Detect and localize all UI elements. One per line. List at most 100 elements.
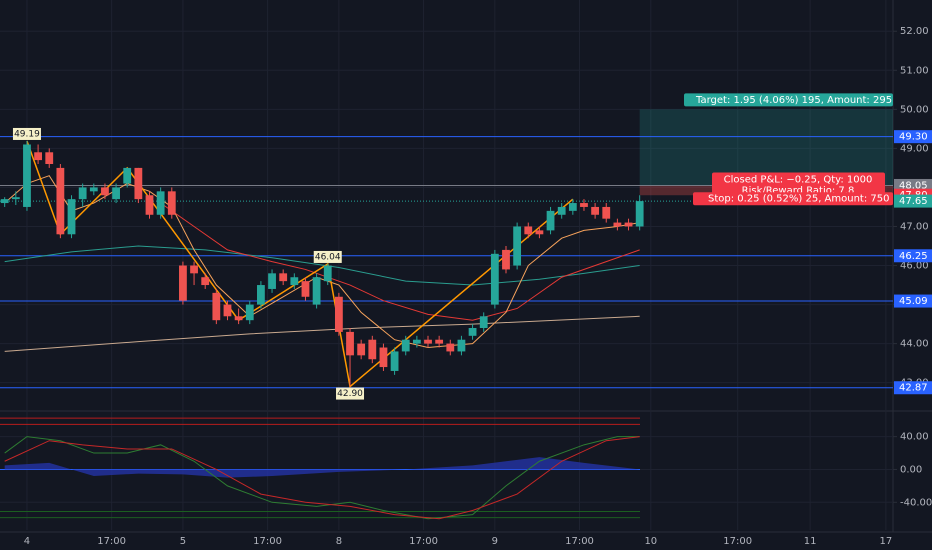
price-axis-label-box [894, 294, 932, 308]
price-axis-label: 48.05 [899, 180, 928, 191]
x-tick-label: 4 [24, 536, 30, 547]
candle-body [580, 203, 588, 207]
candle-body [602, 206, 611, 219]
candle-body [67, 199, 76, 235]
candle-body [23, 144, 31, 207]
candle-body [167, 191, 176, 215]
candle-body [112, 187, 120, 200]
candle-body [0, 199, 9, 204]
candle-body [279, 273, 288, 282]
candle-body [301, 281, 310, 297]
price-axis-label-box [894, 178, 932, 192]
pivot-label-box [336, 387, 365, 400]
x-tick-label: 17:00 [97, 536, 126, 547]
price-axis-label-box [894, 249, 932, 263]
y-tick-label: 51.00 [900, 65, 929, 76]
x-tick-label: 17:00 [723, 536, 752, 547]
candle-body [591, 206, 600, 215]
candle-body [334, 296, 343, 332]
x-tick-label: 10 [644, 536, 657, 547]
price-axis-label: 45.09 [899, 296, 928, 307]
candle-body [323, 265, 332, 282]
pivot-label-box [12, 127, 41, 140]
y-tick-label: 52.00 [900, 26, 929, 37]
x-tick-label: 11 [804, 536, 817, 547]
y-tick-label: -40.00 [900, 497, 932, 508]
y-tick-label: 50.00 [900, 104, 929, 115]
candle-body [613, 222, 622, 227]
candle-body [312, 277, 321, 305]
candle-body [368, 339, 377, 360]
y-tick-label: 44.00 [900, 339, 929, 350]
candle-body [101, 187, 109, 196]
y-tick-label: 47.00 [900, 221, 929, 232]
indicator-line [4, 245, 640, 286]
x-tick-label: 5 [180, 536, 186, 547]
candle-body [201, 277, 210, 286]
candle-body [479, 316, 488, 328]
candle-body [457, 339, 466, 352]
price-axis-label: 42.87 [899, 383, 928, 394]
y-tick-label: 49.00 [900, 143, 929, 154]
price-axis-label-box [894, 130, 932, 144]
candle-body [535, 230, 544, 235]
oscillator-line [4, 436, 640, 520]
candle-body [546, 210, 555, 231]
stop-label-box [693, 192, 893, 206]
candle-body [190, 265, 198, 274]
histogram-area [4, 457, 640, 478]
candle-body [245, 304, 254, 321]
target-label-box [684, 93, 893, 107]
pivot-label-box [313, 250, 342, 263]
candle-body [568, 203, 577, 211]
price-axis-label: 49.30 [899, 132, 928, 143]
candle-body [257, 285, 265, 305]
y-tick-label: 0.00 [900, 464, 922, 475]
candle-body [357, 343, 366, 356]
x-tick-label: 17:00 [253, 536, 282, 547]
candle-body [45, 152, 54, 164]
candle-body [145, 195, 154, 215]
indicator-line [4, 315, 640, 352]
rr-label: Risk/Reward Ratio: 7.8 [742, 185, 855, 196]
price-axis-label: 47.65 [899, 196, 928, 207]
candle-body [502, 249, 510, 270]
candle-body [290, 277, 299, 286]
pivot-label: 42.90 [337, 389, 363, 399]
y-tick-label: 46.00 [900, 261, 929, 272]
candle-body [390, 351, 399, 371]
x-tick-label: 17:00 [565, 536, 594, 547]
candle-body [412, 339, 421, 344]
pivot-label: 46.04 [315, 252, 341, 262]
candle-body [468, 328, 477, 336]
candle-body [490, 253, 499, 305]
candle-body [379, 347, 388, 368]
candle-body [513, 226, 522, 266]
candle-body [524, 226, 533, 235]
stop-label: Stop: 0.25 (0.52%) 25, Amount: 750 [708, 194, 890, 205]
price-axis-label: 46.25 [899, 251, 928, 262]
oscillator-line [4, 436, 640, 520]
pnl-box [712, 172, 885, 199]
x-tick-label: 17:00 [409, 536, 438, 547]
candle-body [179, 265, 187, 301]
candle-body [34, 152, 42, 161]
x-tick-label: 9 [492, 536, 498, 547]
price-axis-label-box [894, 194, 932, 208]
candle-body [624, 222, 633, 227]
candle-body [11, 197, 20, 200]
x-tick-label: 8 [336, 536, 342, 547]
candle-body [78, 187, 87, 200]
candle-body [268, 273, 276, 289]
pivot-label: 49.19 [14, 129, 40, 139]
candle-body [123, 167, 132, 184]
y-tick-label: 40.00 [900, 432, 929, 443]
candle-body [156, 191, 165, 215]
candle-body [557, 206, 566, 215]
candle-body [56, 167, 65, 235]
candle-body [89, 187, 98, 192]
candle-body [134, 167, 143, 200]
candle-body [234, 316, 243, 321]
